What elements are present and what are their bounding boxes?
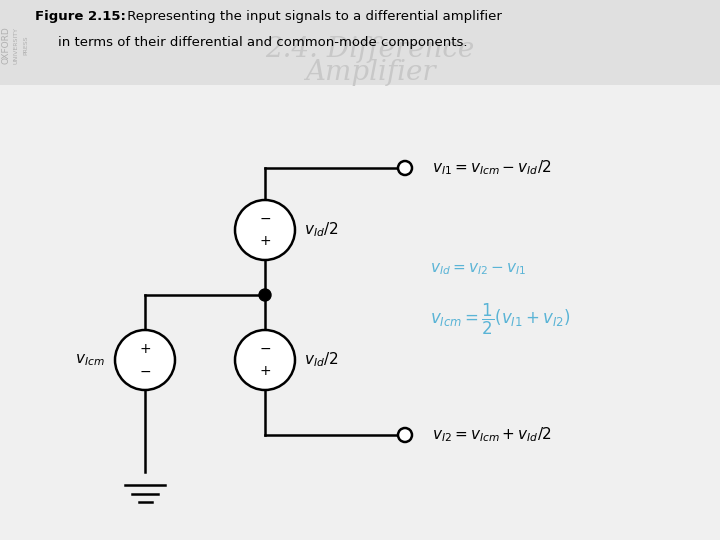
Text: −: −: [259, 342, 271, 356]
Text: Representing the input signals to a differential amplifier: Representing the input signals to a diff…: [123, 10, 502, 23]
Circle shape: [398, 161, 412, 175]
Text: $v_{I2} = v_{Icm} + v_{Id}/2$: $v_{I2} = v_{Icm} + v_{Id}/2$: [432, 426, 552, 444]
Text: −: −: [139, 364, 150, 379]
Text: $v_{Id}/2$: $v_{Id}/2$: [304, 221, 338, 239]
Text: $v_{Id} = v_{I2} - v_{I1}$: $v_{Id} = v_{I2} - v_{I1}$: [430, 262, 526, 278]
Text: −: −: [259, 212, 271, 226]
Text: +: +: [139, 342, 150, 356]
Circle shape: [398, 428, 412, 442]
Text: $v_{Id}/2$: $v_{Id}/2$: [304, 350, 338, 369]
Text: PRESS: PRESS: [24, 35, 29, 55]
Circle shape: [115, 330, 175, 390]
Text: $v_{I1} = v_{Icm} - v_{Id}/2$: $v_{I1} = v_{Icm} - v_{Id}/2$: [432, 159, 552, 177]
Circle shape: [235, 200, 295, 260]
Text: +: +: [259, 234, 271, 248]
Text: +: +: [259, 364, 271, 379]
Bar: [0, 0, 720, 85]
Text: $v_{Icm} = \dfrac{1}{2}(v_{I1} + v_{I2})$: $v_{Icm} = \dfrac{1}{2}(v_{I1} + v_{I2})…: [430, 302, 571, 337]
Text: Figure 2.15:: Figure 2.15:: [35, 10, 126, 23]
Text: UNIVERSITY: UNIVERSITY: [14, 26, 19, 64]
Circle shape: [259, 289, 271, 301]
Text: $v_{Icm}$: $v_{Icm}$: [76, 352, 105, 368]
Text: 2.4. Difference: 2.4. Difference: [266, 37, 474, 64]
Circle shape: [235, 330, 295, 390]
Text: in terms of their differential and common-mode components.: in terms of their differential and commo…: [58, 36, 467, 49]
Text: Amplifier: Amplifier: [305, 59, 436, 86]
Text: OXFORD: OXFORD: [1, 26, 11, 64]
